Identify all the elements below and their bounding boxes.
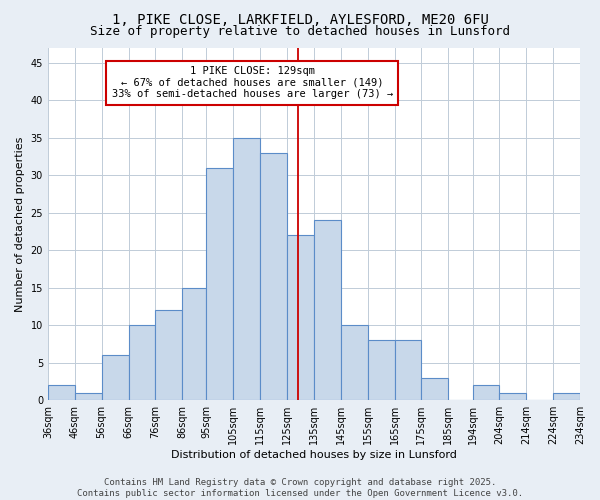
Text: 1 PIKE CLOSE: 129sqm
← 67% of detached houses are smaller (149)
33% of semi-deta: 1 PIKE CLOSE: 129sqm ← 67% of detached h… [112, 66, 393, 100]
Bar [287, 235, 314, 400]
Bar [155, 310, 182, 400]
Y-axis label: Number of detached properties: Number of detached properties [15, 136, 25, 312]
Text: 1, PIKE CLOSE, LARKFIELD, AYLESFORD, ME20 6FU: 1, PIKE CLOSE, LARKFIELD, AYLESFORD, ME2… [112, 12, 488, 26]
Bar [421, 378, 448, 400]
X-axis label: Distribution of detached houses by size in Lunsford: Distribution of detached houses by size … [171, 450, 457, 460]
Bar [314, 220, 341, 400]
Bar [75, 392, 101, 400]
Bar [101, 355, 128, 400]
Bar [341, 325, 368, 400]
Bar [182, 288, 206, 400]
Bar [553, 392, 580, 400]
Bar [499, 392, 526, 400]
Bar [48, 385, 75, 400]
Text: Size of property relative to detached houses in Lunsford: Size of property relative to detached ho… [90, 25, 510, 38]
Bar [473, 385, 499, 400]
Bar [233, 138, 260, 400]
Bar [260, 152, 287, 400]
Bar [395, 340, 421, 400]
Text: Contains HM Land Registry data © Crown copyright and database right 2025.
Contai: Contains HM Land Registry data © Crown c… [77, 478, 523, 498]
Bar [206, 168, 233, 400]
Bar [128, 325, 155, 400]
Bar [368, 340, 395, 400]
